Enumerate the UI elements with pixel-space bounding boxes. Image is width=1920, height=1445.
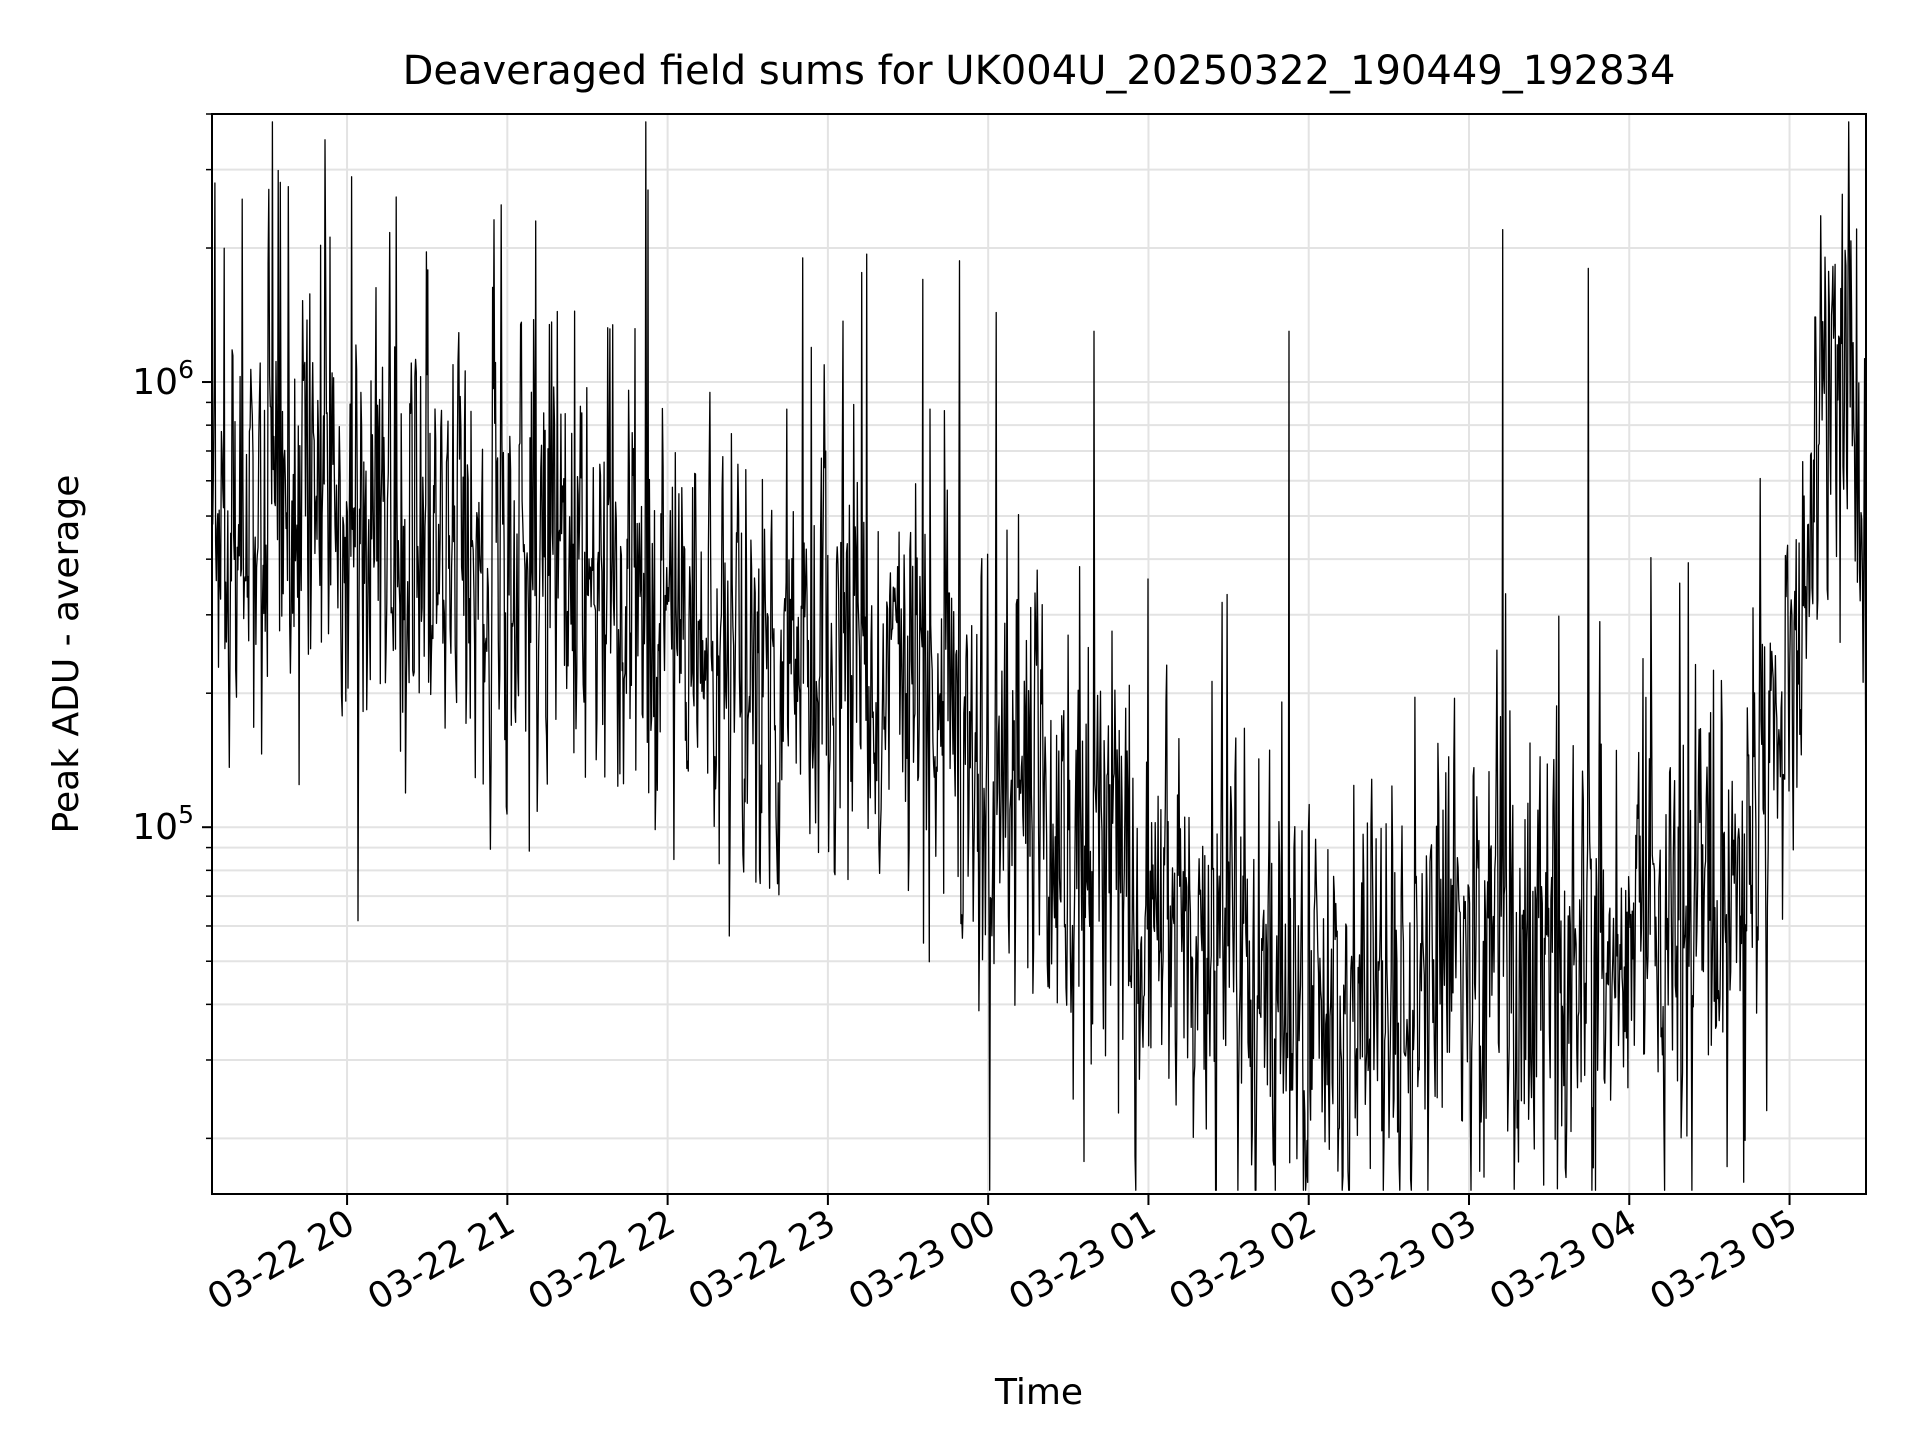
chart-title: Deaveraged field sums for UK004U_2025032…: [403, 48, 1676, 94]
x-axis-label: Time: [994, 1372, 1083, 1413]
plot-frame: [211, 113, 1867, 1195]
y-axis-label: Peak ADU - average: [46, 475, 87, 834]
series-layer: [211, 121, 1867, 1191]
grid: [212, 113, 1866, 1194]
series-line: [211, 121, 1867, 1191]
y-tick-label: 105: [132, 800, 194, 848]
y-tick-label: 106: [132, 355, 194, 403]
